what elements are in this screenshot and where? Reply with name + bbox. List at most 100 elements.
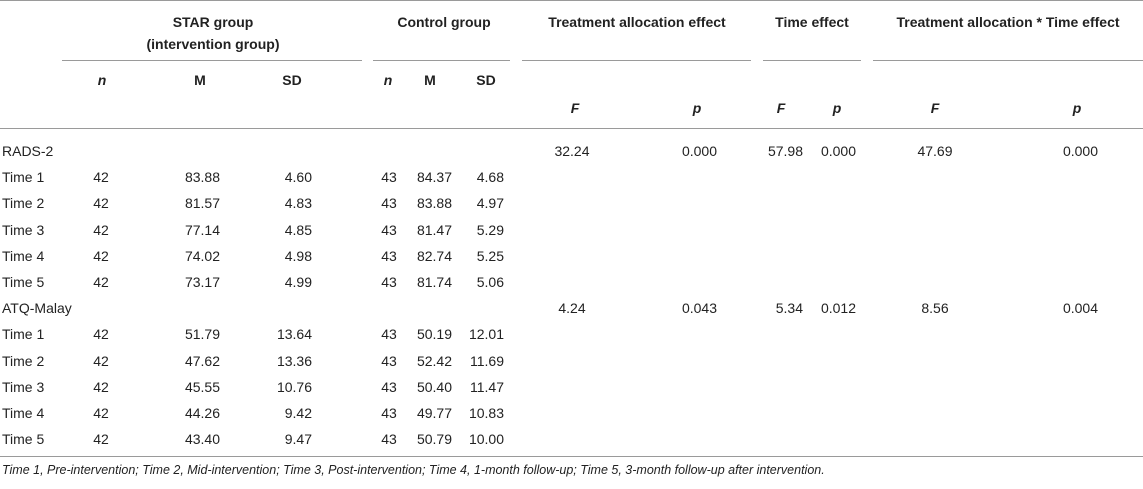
cell-sd1: 13.36 [276,353,312,369]
cell-n1: 42 [93,431,109,447]
cell-timef: 5.34 [775,300,803,316]
cell-m2: 82.74 [416,248,452,264]
treatment-effect-rule [522,60,751,61]
p-header-treatment: p [692,100,702,116]
cell-m2: 84.37 [416,169,452,185]
star-group-rule [62,60,362,61]
cell-label: Time 5 [2,431,45,447]
cell-label: Time 4 [2,248,45,264]
p-header-interaction: p [1072,100,1082,116]
treatment-allocation-effect-header: Treatment allocation effect [548,14,726,30]
p-header-time: p [832,100,842,116]
cell-m2: 81.74 [416,274,452,290]
cell-n1: 42 [93,222,109,238]
cell-sd1: 4.99 [284,274,312,290]
cell-label: Time 2 [2,195,45,211]
cell-timef: 57.98 [767,143,803,159]
f-header-interaction: F [930,100,940,116]
cell-n2: 43 [381,405,397,421]
cell-m1: 77.14 [184,222,220,238]
cell-tf: 32.24 [554,143,590,159]
cell-n1: 42 [93,169,109,185]
cell-n2: 43 [381,195,397,211]
cell-n1: 42 [93,353,109,369]
cell-sd2: 12.01 [468,326,504,342]
table-bottom-rule [0,456,1143,457]
time-effect-rule [763,60,861,61]
cell-label: Time 3 [2,222,45,238]
cell-m1: 44.26 [184,405,220,421]
cell-tp: 0.000 [681,143,717,159]
cell-sd1: 4.83 [284,195,312,211]
n-header-star: n [97,72,107,88]
cell-sd2: 5.25 [476,248,504,264]
cell-n2: 43 [381,431,397,447]
cell-label: Time 4 [2,405,45,421]
cell-m2: 52.42 [416,353,452,369]
cell-m2: 50.19 [416,326,452,342]
star-group-subheader: (intervention group) [146,36,280,52]
n-header-control: n [383,72,393,88]
cell-m2: 49.77 [416,405,452,421]
m-header-star: M [194,72,206,88]
cell-sd2: 11.69 [470,353,504,369]
cell-n2: 43 [381,379,397,395]
cell-if: 47.69 [917,143,953,159]
cell-timep: 0.012 [820,300,856,316]
cell-m1: 47.62 [184,353,220,369]
cell-timep: 0.000 [820,143,856,159]
cell-m1: 74.02 [184,248,220,264]
cell-n1: 42 [93,326,109,342]
cell-sd1: 4.60 [284,169,312,185]
cell-n1: 42 [93,195,109,211]
cell-sd1: 13.64 [276,326,312,342]
cell-label: Time 3 [2,379,45,395]
f-header-treatment: F [570,100,580,116]
cell-sd2: 10.00 [468,431,504,447]
cell-label: Time 5 [2,274,45,290]
cell-sd1: 9.42 [284,405,312,421]
cell-ip: 0.000 [1062,143,1098,159]
interaction-effect-header: Treatment allocation * Time effect [896,14,1120,30]
table-footnote: Time 1, Pre-intervention; Time 2, Mid-in… [2,463,825,477]
star-group-header: STAR group [172,14,254,30]
cell-n1: 42 [93,405,109,421]
sd-header-star: SD [282,72,302,88]
time-effect-header: Time effect [775,14,849,30]
cell-sd1: 10.76 [276,379,312,395]
top-rule [0,0,1143,1]
cell-sd1: 4.85 [284,222,312,238]
m-header-control: M [424,72,436,88]
cell-m1: 45.55 [184,379,220,395]
control-group-header: Control group [397,14,491,30]
cell-m2: 83.88 [416,195,452,211]
cell-m2: 50.40 [416,379,452,395]
cell-m1: 51.79 [184,326,220,342]
interaction-effect-rule [873,60,1143,61]
cell-sd1: 4.98 [284,248,312,264]
cell-n1: 42 [93,274,109,290]
cell-n2: 43 [381,353,397,369]
cell-sd2: 11.47 [470,379,504,395]
cell-label: Time 2 [2,353,45,369]
cell-sd1: 9.47 [284,431,312,447]
cell-m1: 43.40 [184,431,220,447]
cell-n2: 43 [381,248,397,264]
f-header-time: F [776,100,786,116]
cell-n1: 42 [93,248,109,264]
cell-m1: 81.57 [184,195,220,211]
cell-label: Time 1 [2,169,45,185]
cell-n1: 42 [93,379,109,395]
cell-m2: 50.79 [416,431,452,447]
cell-sd2: 4.68 [476,169,504,185]
cell-label: Time 1 [2,326,45,342]
cell-sd2: 10.83 [468,405,504,421]
cell-m1: 73.17 [184,274,220,290]
cell-label: ATQ-Malay [2,300,72,316]
cell-n2: 43 [381,169,397,185]
control-group-rule [373,60,510,61]
cell-tf: 4.24 [558,300,586,316]
cell-n2: 43 [381,222,397,238]
sd-header-control: SD [476,72,496,88]
cell-sd2: 5.06 [476,274,504,290]
